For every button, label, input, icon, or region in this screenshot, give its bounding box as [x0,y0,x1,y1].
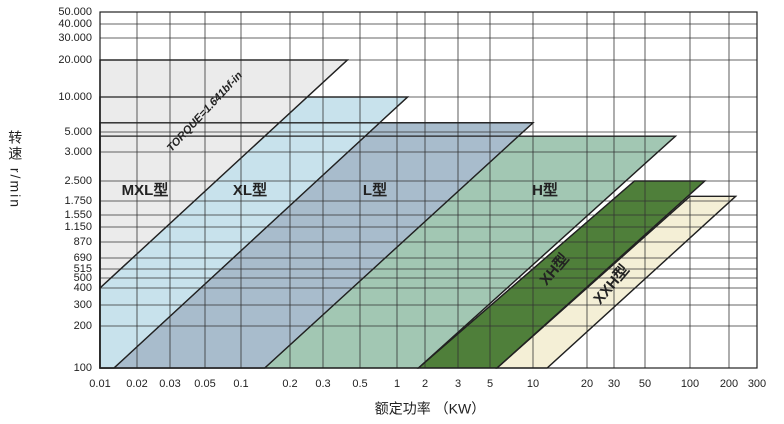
x-tick-label: 1 [394,378,400,390]
x-tick-label: 3 [455,378,461,390]
y-tick-label: 690 [74,252,92,264]
y-tick-label: 100 [74,362,92,374]
y-tick-label: 300 [74,299,92,311]
x-tick-label: 0.2 [282,378,297,390]
band-label: L型 [363,181,387,199]
x-tick-label: 0.5 [352,378,367,390]
band-label: MXL型 [122,181,169,199]
y-tick-label: 40.000 [58,18,92,30]
x-tick-label: 5 [487,378,493,390]
y-tick-label: 1.150 [64,221,92,233]
y-tick-label: 30.000 [58,32,92,44]
y-tick-label: 2.500 [64,175,92,187]
y-tick-label: 1.750 [64,195,92,207]
y-tick-label: 10.000 [58,91,92,103]
x-tick-label: 30 [608,378,620,390]
band-label: XL型 [233,181,267,199]
y-axis-label: 转速 r/min [7,130,23,209]
y-tick-label: 50.000 [58,6,92,18]
x-tick-label: 0.02 [126,378,147,390]
x-tick-label: 200 [720,378,738,390]
y-tick-label: 200 [74,320,92,332]
x-tick-label: 0.1 [233,378,248,390]
x-axis-label: 额定功率 （KW） [375,401,485,417]
y-tick-label: 500 [74,272,92,284]
x-tick-label: 0.03 [159,378,180,390]
y-tick-label: 515 [74,263,92,275]
x-tick-label: 0.05 [194,378,215,390]
x-tick-label: 50 [639,378,651,390]
x-tick-label: 0.01 [89,378,110,390]
y-tick-label: 400 [74,282,92,294]
x-tick-label: 10 [527,378,539,390]
y-tick-label: 3.000 [64,146,92,158]
y-tick-label: 5.000 [64,126,92,138]
y-tick-label: 870 [74,236,92,248]
plot-frame [99,11,758,369]
y-tick-label: 20.000 [58,54,92,66]
x-tick-label: 0.3 [315,378,330,390]
band-label: H型 [532,181,558,199]
x-tick-label: 20 [581,378,593,390]
y-tick-label: 1.550 [64,209,92,221]
x-tick-label: 300 [748,378,766,390]
x-tick-label: 100 [681,378,699,390]
x-tick-label: 2 [422,378,428,390]
